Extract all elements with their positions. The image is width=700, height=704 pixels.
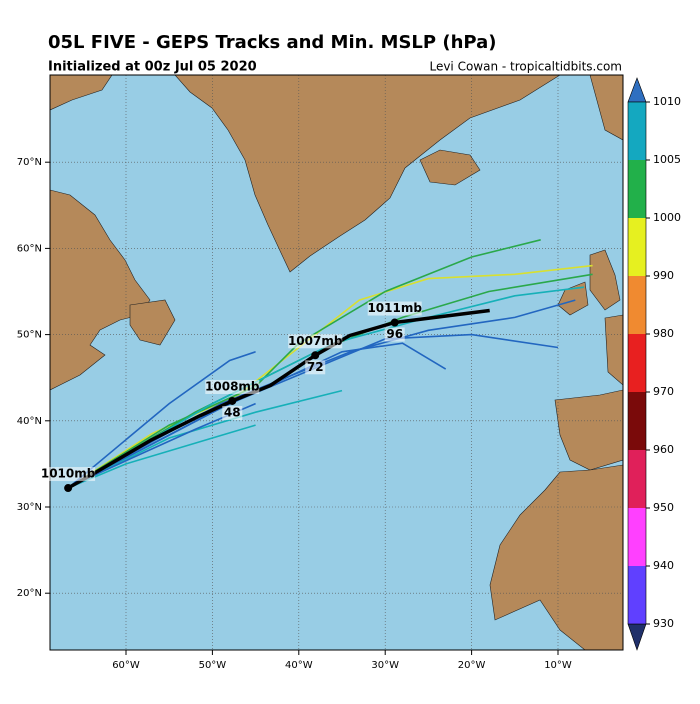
colorbar-band (628, 218, 646, 276)
y-tick-label: 20°N (17, 588, 42, 599)
land (50, 75, 623, 650)
y-tick-label: 60°N (17, 243, 42, 254)
colorbar-label: 1010 (653, 95, 681, 108)
x-tick-label: 50°W (199, 660, 227, 671)
colorbar-band (628, 334, 646, 392)
colorbar-band (628, 160, 646, 218)
colorbar-band (628, 276, 646, 334)
y-tick-label: 40°N (17, 416, 42, 427)
pressure-label: 1010mb (41, 467, 96, 481)
pressure-label: 1008mb (205, 379, 260, 393)
x-tick-label: 10°W (544, 660, 572, 671)
colorbar-under (627, 623, 647, 651)
label-box (288, 334, 343, 349)
member-track (67, 389, 343, 489)
label-box (367, 301, 422, 316)
track-point (311, 351, 320, 360)
member-track (67, 342, 447, 489)
colorbar-band (628, 392, 646, 450)
hour-label: 96 (386, 327, 403, 341)
colorbar-label: 930 (653, 617, 674, 630)
x-tick-label: 20°W (458, 660, 486, 671)
colorbar-label: 940 (653, 559, 674, 572)
colorbar-label: 1000 (653, 211, 681, 224)
label-box (205, 379, 260, 394)
colorbar-label: 990 (653, 269, 674, 282)
subtitle: Initialized at 00z Jul 05 2020 (48, 60, 257, 75)
colorbar-band (628, 450, 646, 508)
colorbar-label: 980 (653, 327, 674, 340)
hour-label: 48 (224, 405, 241, 419)
colorbar-band (628, 102, 646, 160)
x-tick-label: 30°W (371, 660, 399, 671)
colorbar-label: 950 (653, 501, 674, 514)
colorbar-band (628, 508, 646, 566)
track-point (228, 396, 237, 405)
label-box (305, 360, 326, 375)
member-track (67, 273, 593, 489)
credit: Levi Cowan - tropicaltidbits.com (429, 60, 622, 74)
y-tick-label: 30°N (17, 502, 42, 513)
colorbar-label: 960 (653, 443, 674, 456)
track-point (64, 484, 73, 493)
label-box (41, 467, 96, 482)
y-tick-label: 70°N (17, 157, 42, 168)
track-point (390, 318, 399, 327)
member-track (67, 351, 256, 489)
member-track (67, 286, 584, 489)
colorbar-band (628, 566, 646, 624)
pressure-label: 1011mb (367, 301, 422, 315)
member-track (67, 424, 256, 489)
colorbar-frame (627, 101, 647, 625)
label-box (384, 327, 405, 342)
colorbar-over (627, 77, 647, 103)
x-tick-label: 40°W (285, 660, 313, 671)
hour-label: 72 (307, 360, 324, 374)
y-tick-label: 50°N (17, 330, 42, 341)
label-box (222, 405, 243, 420)
colorbar-label: 970 (653, 385, 674, 398)
x-tick-label: 60°W (112, 660, 140, 671)
title: 05L FIVE - GEPS Tracks and Min. MSLP (hP… (48, 32, 497, 53)
colorbar-label: 1005 (653, 153, 681, 166)
map-frame (49, 74, 624, 651)
pressure-label: 1007mb (288, 334, 343, 348)
